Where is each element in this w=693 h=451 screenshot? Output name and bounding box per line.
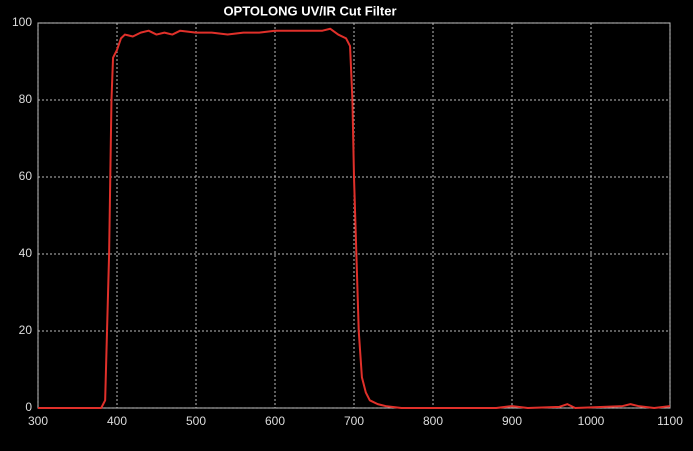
x-tick-label: 800 <box>423 414 443 428</box>
x-tick-label: 300 <box>28 414 48 428</box>
x-tick-label: 1000 <box>578 414 605 428</box>
x-tick-label: 900 <box>502 414 522 428</box>
y-tick-label: 100 <box>12 15 32 29</box>
y-tick-label: 60 <box>19 169 33 183</box>
x-tick-label: 600 <box>265 414 285 428</box>
y-tick-label: 80 <box>19 92 33 106</box>
x-tick-label: 400 <box>107 414 127 428</box>
x-tick-label: 500 <box>186 414 206 428</box>
x-tick-label: 700 <box>344 414 364 428</box>
y-tick-label: 20 <box>19 323 33 337</box>
data-line <box>38 27 671 409</box>
y-tick-label: 40 <box>19 246 33 260</box>
chart-title: OPTOLONG UV/IR Cut Filter <box>223 3 396 18</box>
x-tick-label: 1100 <box>657 414 683 428</box>
y-tick-label: 0 <box>25 400 32 414</box>
